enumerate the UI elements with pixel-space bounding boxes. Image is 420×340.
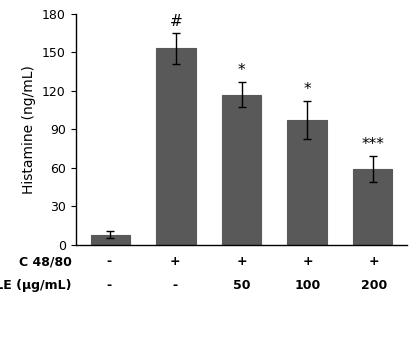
Text: *: * bbox=[238, 63, 245, 78]
Text: 50: 50 bbox=[233, 279, 250, 292]
Text: C 48/80: C 48/80 bbox=[18, 255, 71, 268]
Text: -: - bbox=[106, 255, 111, 268]
Text: #: # bbox=[170, 14, 182, 29]
Text: +: + bbox=[236, 255, 247, 268]
Text: 100: 100 bbox=[295, 279, 321, 292]
Text: +: + bbox=[302, 255, 313, 268]
Text: ***: *** bbox=[361, 137, 384, 152]
Bar bbox=[156, 48, 196, 245]
Text: +: + bbox=[369, 255, 380, 268]
Text: *: * bbox=[303, 82, 311, 97]
Bar bbox=[91, 235, 130, 245]
Text: DLE (μg/mL): DLE (μg/mL) bbox=[0, 279, 71, 292]
Bar bbox=[222, 95, 261, 245]
Text: 200: 200 bbox=[361, 279, 387, 292]
Text: -: - bbox=[106, 279, 111, 292]
Y-axis label: Histamine (ng/mL): Histamine (ng/mL) bbox=[22, 65, 37, 194]
Bar bbox=[287, 120, 327, 245]
Text: -: - bbox=[173, 279, 178, 292]
Bar bbox=[353, 169, 392, 245]
Text: +: + bbox=[170, 255, 181, 268]
